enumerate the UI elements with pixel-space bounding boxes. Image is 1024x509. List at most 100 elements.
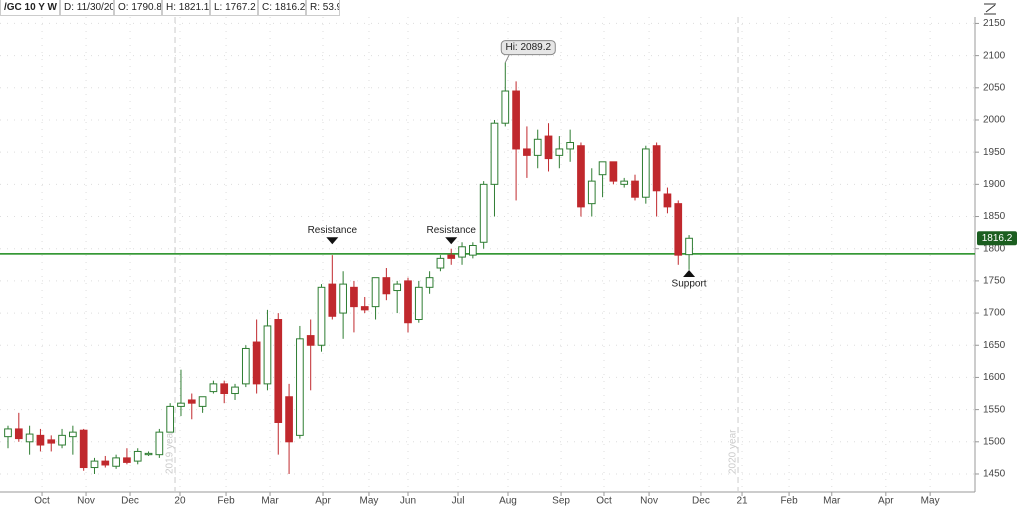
open: O: 1790.8	[114, 0, 162, 16]
candle-body	[177, 402, 185, 407]
candle-body	[533, 138, 542, 156]
candle-body	[133, 450, 142, 462]
candle-body	[155, 431, 164, 456]
x-tick-label: Oct	[34, 496, 50, 507]
candle-body	[469, 244, 477, 256]
candle-body	[652, 145, 661, 192]
candle-body	[123, 457, 131, 463]
candle-body	[436, 257, 445, 269]
y-tick-label: 2100	[983, 50, 1006, 61]
x-tick-label: Apr	[878, 496, 894, 507]
annotation-label: Resistance	[426, 225, 476, 236]
candle-body	[501, 90, 510, 124]
candle-body	[685, 237, 693, 256]
candle-body	[187, 399, 196, 404]
y-tick-label: 1500	[983, 436, 1006, 447]
candle-body	[231, 386, 239, 395]
last-price-badge	[977, 231, 1017, 246]
candle-body	[620, 180, 629, 185]
candle-body	[101, 460, 110, 466]
candle-body	[79, 429, 88, 469]
candle-body	[587, 180, 596, 205]
candle-body	[166, 405, 175, 433]
x-tick-label: Apr	[315, 496, 331, 507]
candle-body	[112, 457, 120, 467]
candle-body	[36, 434, 45, 446]
x-tick-label: Nov	[640, 496, 658, 507]
candle-body	[241, 347, 250, 385]
candle-body	[631, 180, 639, 198]
annotation-arrow	[683, 269, 696, 277]
candle-body	[25, 433, 34, 443]
year-label: 2020 year	[728, 429, 739, 474]
y-tick-label: 1650	[983, 340, 1006, 351]
close: C: 1816.2	[258, 0, 306, 16]
candle-body	[458, 246, 466, 258]
candle-body	[328, 283, 337, 317]
candle-body	[47, 439, 56, 444]
candle-body	[598, 161, 607, 176]
x-tick-label: Mar	[823, 496, 841, 507]
y-tick-label: 2000	[983, 115, 1006, 126]
x-tick-label: May	[921, 496, 940, 507]
callout-label: Hi: 2089.2	[505, 42, 551, 53]
candle-body	[512, 90, 520, 150]
candle-body	[90, 460, 99, 469]
candle-body	[382, 277, 391, 295]
y-tick-label: 1850	[983, 211, 1006, 222]
y-tick-label: 1750	[983, 276, 1006, 287]
low: L: 1767.2	[210, 0, 258, 16]
candle-body	[144, 452, 153, 456]
high: H: 1821.1	[162, 0, 210, 16]
icon-stroke	[984, 3, 996, 15]
candle-body	[663, 193, 672, 208]
y-tick-label: 1800	[983, 243, 1006, 254]
candle-body	[339, 283, 347, 314]
y-tick-label: 1950	[983, 147, 1006, 158]
x-tick-label: Sep	[552, 496, 570, 507]
candle-body	[360, 306, 369, 311]
candle-body	[69, 431, 77, 438]
year-label: 2019 year	[165, 429, 176, 474]
annotation-arrow	[445, 237, 458, 245]
x-tick-label: May	[360, 496, 379, 507]
candle-body	[566, 142, 574, 150]
y-tick-label: 2150	[983, 18, 1006, 29]
y-tick-label: 1700	[983, 308, 1006, 319]
y-tick-label: 1550	[983, 404, 1006, 415]
last-price-label: 1816.2	[982, 233, 1013, 244]
candle-body	[393, 283, 402, 292]
candle-body	[285, 396, 293, 443]
annotation-label: Support	[672, 279, 707, 290]
candle-body	[350, 286, 358, 308]
candle-body	[58, 434, 66, 446]
candle-body	[306, 335, 315, 346]
x-tick-label: Jun	[400, 496, 416, 507]
annotation-arrow	[326, 237, 339, 245]
candle-body	[577, 145, 585, 208]
y-tick-label: 1900	[983, 179, 1006, 190]
y-tick-label: 1600	[983, 372, 1006, 383]
candle-body	[317, 286, 326, 346]
callout-line	[504, 54, 510, 63]
annotation-label: Resistance	[308, 225, 358, 236]
candle-body	[263, 325, 272, 385]
x-tick-label: Nov	[77, 496, 95, 507]
x-tick-label: Aug	[499, 496, 517, 507]
candle-body	[14, 428, 23, 440]
candle-body	[274, 319, 283, 423]
settings-icon[interactable]	[984, 3, 996, 15]
x-tick-label: Dec	[121, 496, 139, 507]
candle-body	[609, 161, 618, 182]
candle-body	[404, 280, 412, 324]
candle-body	[371, 277, 380, 308]
x-tick-label: 20	[174, 496, 186, 507]
candle-body	[296, 338, 304, 436]
x-tick-label: Feb	[780, 496, 798, 507]
symbol: /GC 10 Y W	[0, 0, 60, 16]
candle-body	[674, 203, 683, 256]
candle-body	[425, 277, 434, 288]
x-tick-label: Mar	[261, 496, 279, 507]
candle-body	[4, 428, 12, 438]
